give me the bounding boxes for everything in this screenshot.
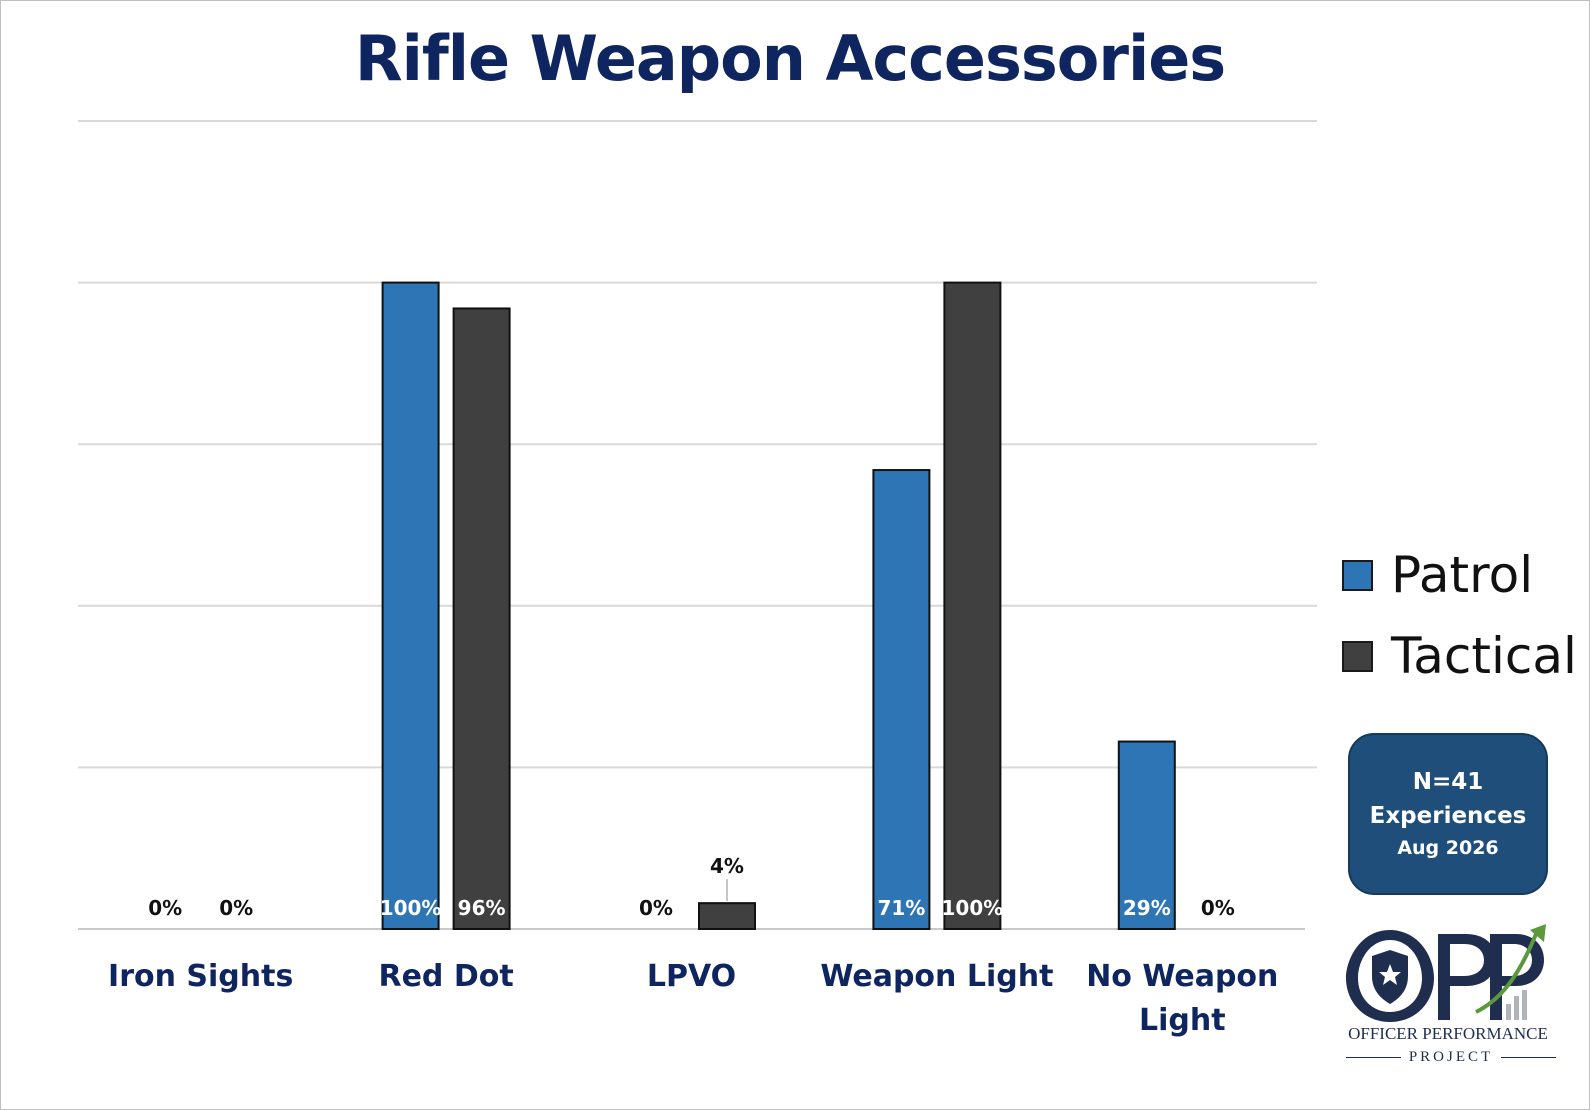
bar-tactical-lpvo <box>698 902 756 930</box>
data-label-patrol-weapon-light: 71% <box>877 896 925 920</box>
badge-unit: Experiences <box>1369 803 1527 829</box>
data-label-patrol-iron-sights: 0% <box>148 896 182 920</box>
data-label-patrol-red-dot: 100% <box>380 896 442 920</box>
legend-item-patrol: Patrol <box>1342 546 1533 604</box>
bar-patrol-red-dot <box>381 281 440 931</box>
bar-tactical-weapon-light <box>943 281 1002 931</box>
logo-sub-wrap: PROJECT <box>1346 1046 1557 1068</box>
category-label-red-dot: Red Dot <box>378 959 514 994</box>
category-label-iron-sights: Iron Sights <box>108 959 294 994</box>
badge-date: Aug 2026 <box>1397 837 1499 859</box>
data-label-tactical-no-weapon-light: 0% <box>1201 896 1235 920</box>
bar-patrol-weapon-light <box>872 469 931 930</box>
chart-title: Rifle Weapon Accessories <box>354 22 1226 95</box>
bars <box>381 281 1176 931</box>
bar-tactical-red-dot <box>452 307 511 930</box>
logo-rule-left <box>1346 1056 1401 1058</box>
logo-letter-p1 <box>1438 934 1496 1020</box>
legend-label-patrol: Patrol <box>1391 546 1534 604</box>
logo-org-sub: PROJECT <box>1408 1048 1494 1065</box>
category-label-weapon-light: Weapon Light <box>820 959 1054 994</box>
legend-swatch-tactical <box>1342 640 1373 672</box>
data-label-tactical-iron-sights: 0% <box>219 896 253 920</box>
badge-sample-size: N=41 <box>1412 769 1484 795</box>
logo-letter-o <box>1346 930 1434 1022</box>
data-label-patrol-no-weapon-light: 29% <box>1123 896 1171 920</box>
data-label-tactical-weapon-light: 100% <box>942 896 1004 920</box>
sample-size-badge: N=41 Experiences Aug 2026 <box>1348 733 1548 895</box>
growth-bars-icon <box>1506 990 1527 1020</box>
legend-item-tactical: Tactical <box>1342 627 1577 685</box>
opp-logo <box>1346 924 1546 1022</box>
logo-org-name: OFFICER PERFORMANCE <box>1348 1024 1548 1043</box>
gridlines <box>78 120 1317 930</box>
data-label-tactical-lpvo: 4% <box>710 854 744 878</box>
bar-patrol-no-weapon-light <box>1117 740 1176 930</box>
data-label-tactical-red-dot: 96% <box>458 896 506 920</box>
data-label-patrol-lpvo: 0% <box>639 896 673 920</box>
logo-letter-p2 <box>1490 934 1544 1020</box>
trend-arrow-icon <box>1475 924 1546 1014</box>
category-label-lpvo: LPVO <box>646 959 737 994</box>
legend-label-tactical: Tactical <box>1391 627 1577 685</box>
category-label-no-weapon-light: No Weapon Light <box>1086 959 1279 1038</box>
logo-rule-right <box>1501 1056 1557 1058</box>
legend-swatch-patrol <box>1342 559 1373 591</box>
data-labels: 0% 0% 100% 96% 0% 4% 71% 100% 29% 0% <box>148 854 1235 920</box>
